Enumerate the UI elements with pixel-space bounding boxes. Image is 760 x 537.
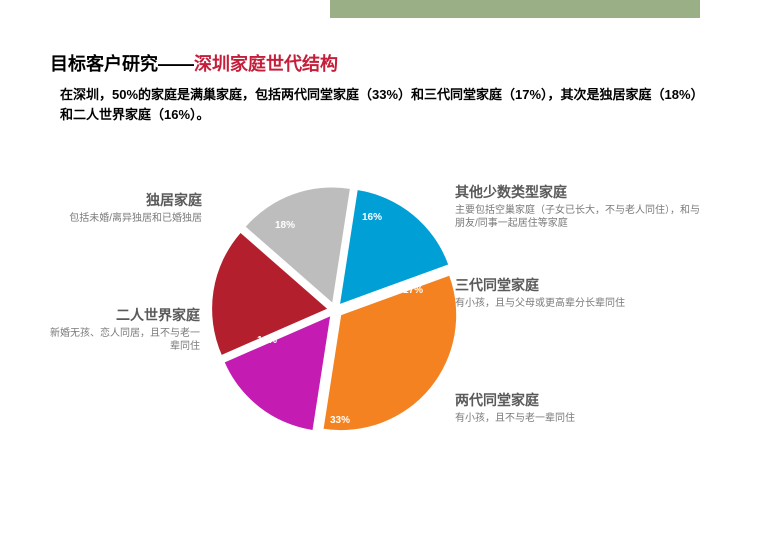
legend-item: 独居家庭包括未婚/离异独居和已婚独居 (62, 190, 202, 225)
legend-item: 两代同堂家庭有小孩，且不与老一辈同住 (455, 390, 655, 425)
legend-desc: 有小孩，且与父母或更高辈分长辈同住 (455, 297, 655, 310)
page-subtitle: 在深圳，50%的家庭是满巢家庭，包括两代同堂家庭（33%）和三代同堂家庭（17%… (60, 85, 700, 124)
legend-title: 其他少数类型家庭 (455, 182, 700, 202)
pie-chart-container: 其他少数类型家庭主要包括空巢家庭（子女已长大，不与老人同住），和与朋友/同事一起… (0, 170, 760, 500)
pie-chart-svg (210, 185, 470, 445)
slice-pct-label: 16% (362, 212, 382, 223)
title-prefix: 目标客户研究—— (50, 54, 194, 74)
legend-item: 其他少数类型家庭主要包括空巢家庭（子女已长大，不与老人同住），和与朋友/同事一起… (455, 182, 700, 230)
legend-title: 独居家庭 (62, 190, 202, 210)
legend-desc: 新婚无孩、恋人同居，且不与老一辈同住 (50, 327, 200, 353)
legend-item: 二人世界家庭新婚无孩、恋人同居，且不与老一辈同住 (50, 305, 200, 353)
page-title: 目标客户研究——深圳家庭世代结构 (50, 50, 338, 76)
legend-desc: 包括未婚/离异独居和已婚独居 (62, 212, 202, 225)
title-highlight: 深圳家庭世代结构 (194, 54, 338, 74)
legend-desc: 主要包括空巢家庭（子女已长大，不与老人同住），和与朋友/同事一起居住等家庭 (455, 204, 700, 230)
legend-title: 三代同堂家庭 (455, 275, 655, 295)
slice-pct-label: 33% (330, 415, 350, 426)
slice-pct-label: 16% (257, 335, 277, 346)
top-accent-bar (330, 0, 700, 18)
legend-desc: 有小孩，且不与老一辈同住 (455, 412, 655, 425)
legend-item: 三代同堂家庭有小孩，且与父母或更高辈分长辈同住 (455, 275, 655, 310)
slice-pct-label: 18% (275, 220, 295, 231)
legend-title: 两代同堂家庭 (455, 390, 655, 410)
slice-pct-label: 17% (403, 285, 423, 296)
legend-title: 二人世界家庭 (50, 305, 200, 325)
